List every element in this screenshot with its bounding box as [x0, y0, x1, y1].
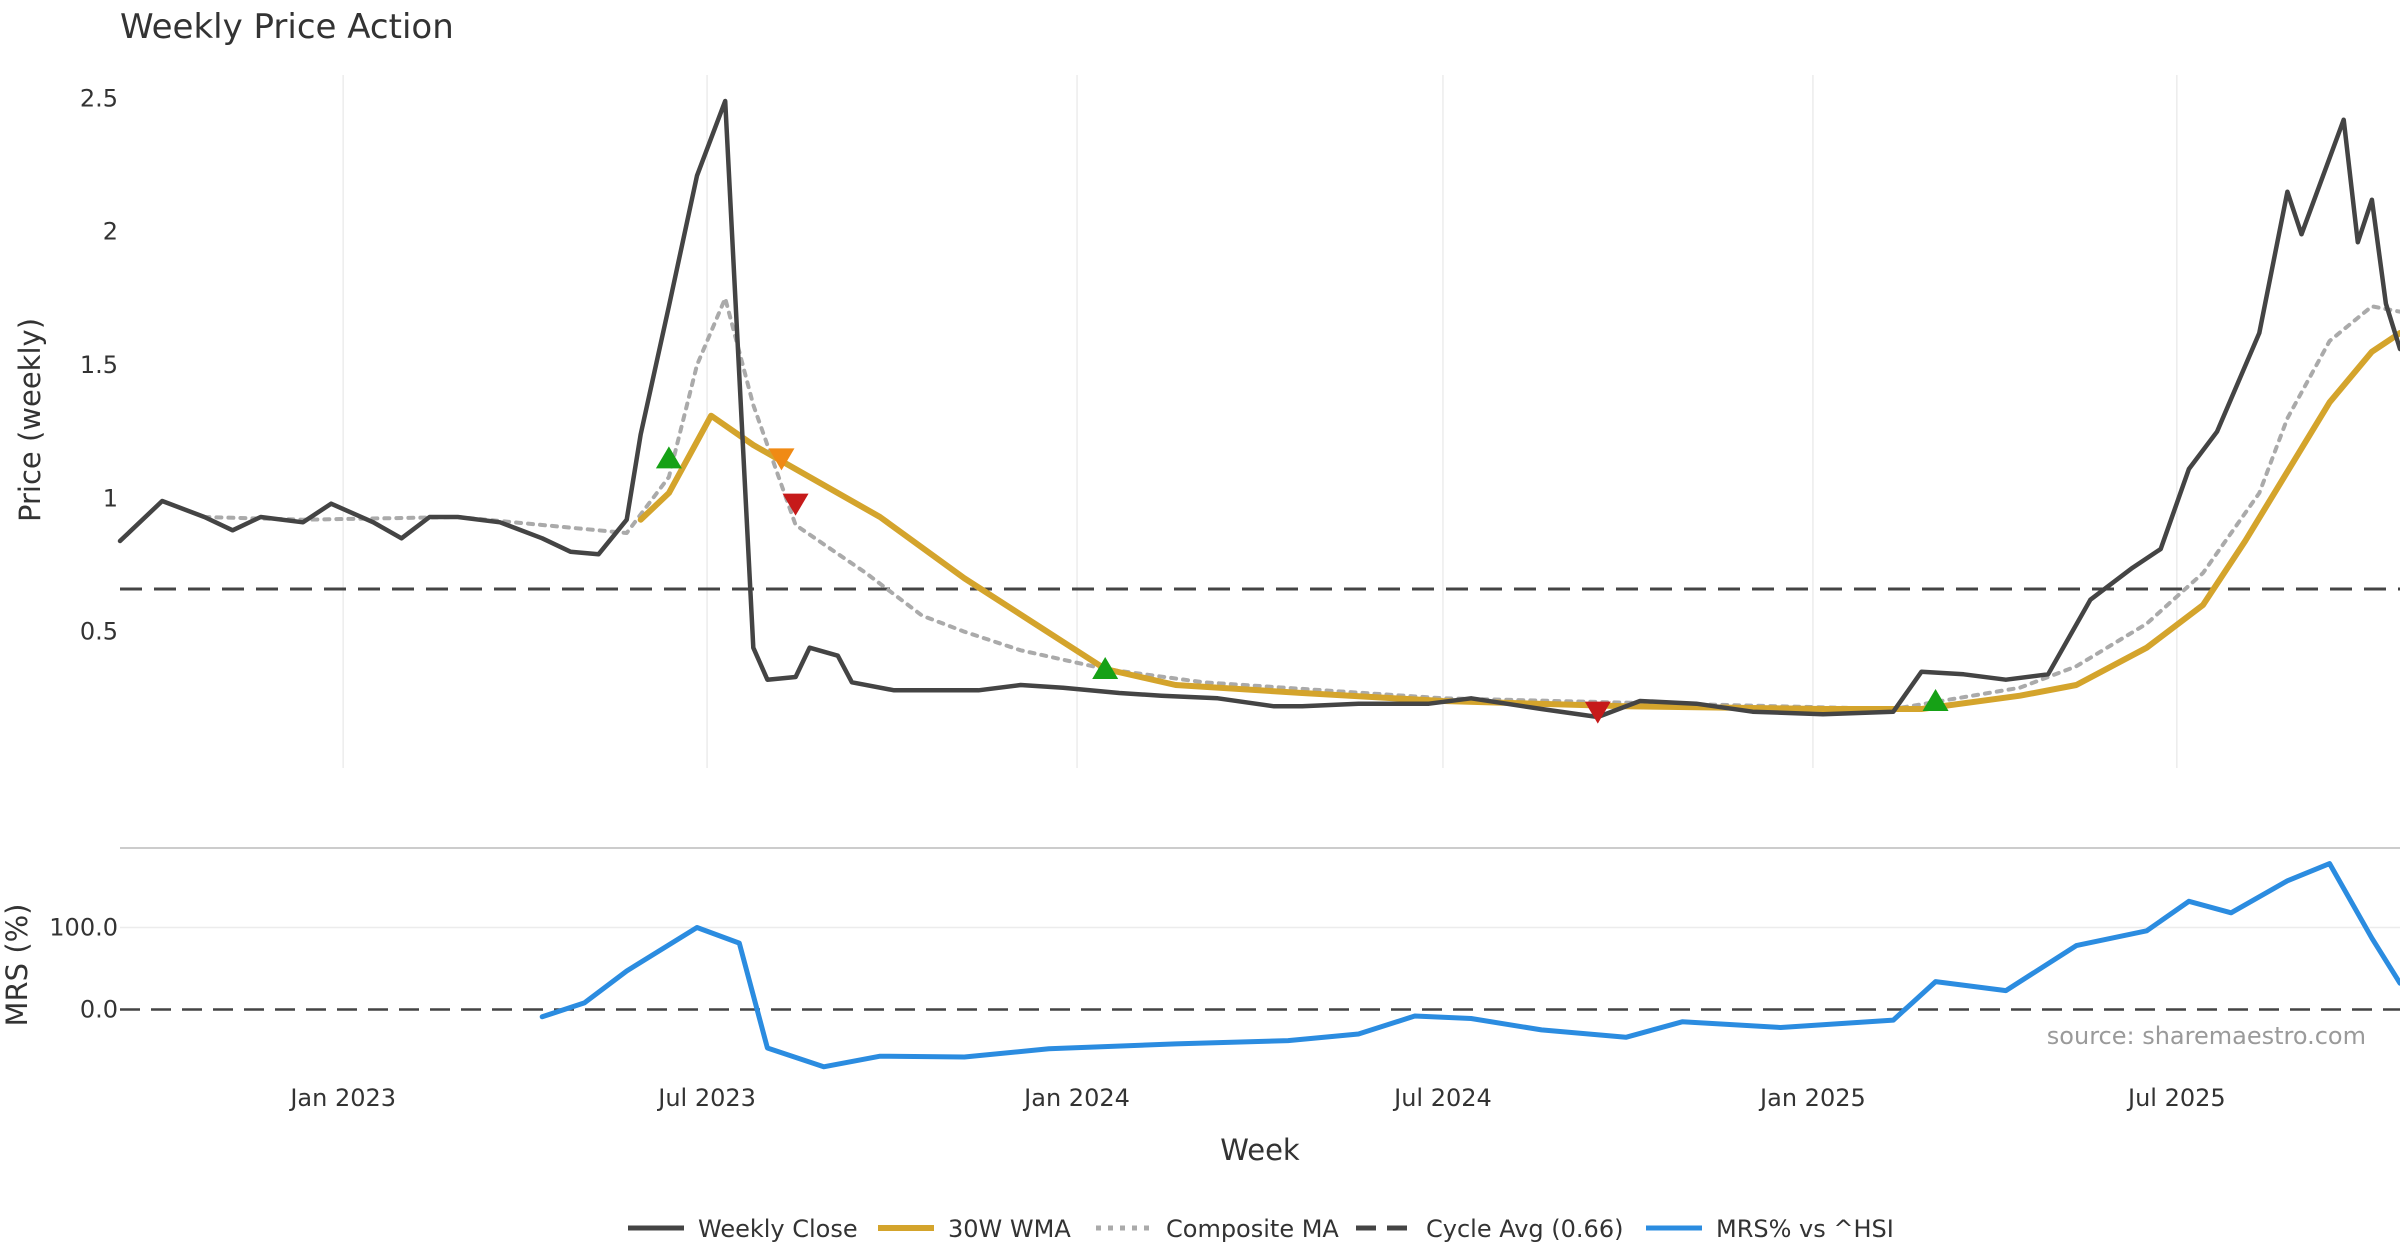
sell-signal-marker — [782, 493, 809, 516]
legend-item: MRS% vs ^HSI — [1646, 1215, 1894, 1243]
price-panel-series — [117, 98, 2400, 724]
price-y-tick-label: 1 — [103, 484, 118, 512]
legend-item: Composite MA — [1096, 1215, 1339, 1243]
x-tick-label: Jul 2024 — [1392, 1084, 1492, 1112]
price-y-tick-label: 2.5 — [80, 84, 118, 112]
legend-label: 30W WMA — [948, 1215, 1071, 1243]
price-y-tick-label: 1.5 — [80, 351, 118, 379]
legend-item: Cycle Avg (0.66) — [1356, 1215, 1623, 1243]
buy-signal-marker — [655, 446, 682, 469]
mrs-panel-grid — [120, 847, 2400, 929]
wma-30w-line — [637, 330, 2400, 712]
x-tick-label: Jan 2023 — [288, 1084, 396, 1112]
price-y-tick-label: 2 — [103, 218, 118, 246]
axis-ticks: Jan 2023 Jul 2023 Jan 2024 Jul 2024 Jan 2025… — [49, 84, 2225, 1112]
x-tick-label: Jan 2024 — [1022, 1084, 1130, 1112]
x-tick-label: Jul 2023 — [656, 1084, 756, 1112]
chart-legend: Weekly Close 30W WMA Composite MA Cycle Avg… — [628, 1215, 1894, 1243]
warn-signal-marker — [768, 448, 795, 471]
legend-label: Cycle Avg (0.66) — [1426, 1215, 1623, 1243]
price-y-tick-label: 0.5 — [80, 618, 118, 646]
price-panel-grid — [342, 75, 2178, 768]
x-axis-label: Week — [1220, 1133, 1300, 1167]
source-note: source: sharemaestro.com — [2047, 1022, 2366, 1050]
composite-ma-line — [202, 296, 2400, 711]
mrs-panel-series — [120, 861, 2400, 1070]
legend-label: Composite MA — [1166, 1215, 1339, 1243]
x-tick-label: Jan 2025 — [1758, 1084, 1866, 1112]
legend-item: Weekly Close — [628, 1215, 858, 1243]
buy-signal-marker — [1922, 689, 1949, 711]
price-y-axis-label: Price (weekly) — [13, 318, 47, 522]
weekly-close-line — [117, 98, 2400, 720]
mrs-line — [539, 861, 2400, 1070]
legend-label: Weekly Close — [698, 1215, 858, 1243]
legend-label: MRS% vs ^HSI — [1716, 1215, 1894, 1243]
mrs-y-tick-label: 100.0 — [49, 914, 118, 942]
buy-signal-marker — [1092, 657, 1119, 679]
mrs-y-tick-label: 0.0 — [80, 995, 118, 1023]
chart-title: Weekly Price Action — [120, 7, 454, 47]
mrs-y-axis-label: MRS (%) — [0, 904, 34, 1027]
legend-item: 30W WMA — [878, 1215, 1071, 1243]
x-tick-label: Jul 2025 — [2126, 1084, 2226, 1112]
sell-signal-marker — [1584, 701, 1611, 724]
